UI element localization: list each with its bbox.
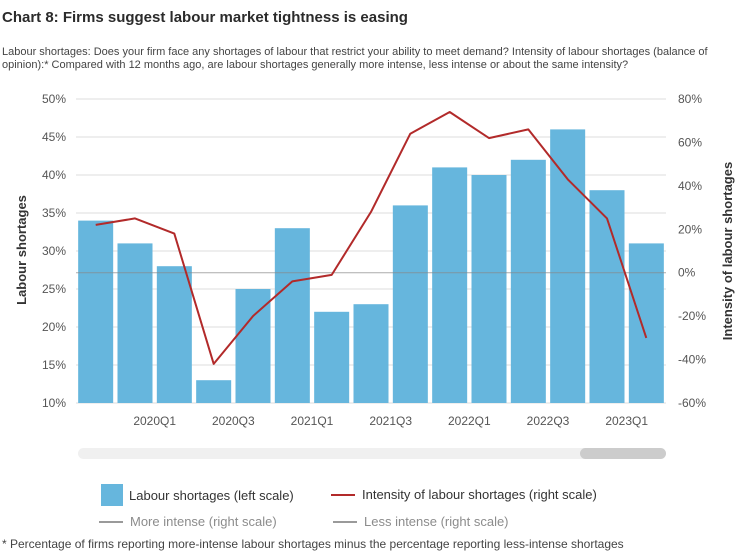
footnote: * Percentage of firms reporting more-int… bbox=[2, 537, 624, 551]
left-tick-label: 25% bbox=[42, 282, 66, 296]
bar bbox=[510, 159, 546, 403]
bar bbox=[550, 129, 586, 403]
legend-line-swatch bbox=[99, 520, 123, 523]
legend-label: Intensity of labour shortages (right sca… bbox=[362, 487, 597, 502]
left-axis-title: Labour shortages bbox=[14, 195, 29, 305]
bar bbox=[471, 175, 507, 403]
right-tick-label: 20% bbox=[678, 222, 702, 236]
left-tick-label: 30% bbox=[42, 244, 66, 258]
bar bbox=[274, 228, 310, 403]
bar-series bbox=[78, 129, 664, 403]
legend-label: More intense (right scale) bbox=[130, 514, 277, 529]
chart-title: Chart 8: Firms suggest labour market tig… bbox=[2, 9, 408, 26]
chart: 10% 15% 20% 25% 30% 35% 40% 45% 50% -60% -40% -20%… bbox=[14, 92, 735, 428]
left-axis-ticks: 10% 15% 20% 25% 30% 35% 40% 45% 50% bbox=[42, 92, 66, 410]
x-tick-label: 2022Q1 bbox=[448, 414, 491, 428]
bar bbox=[314, 311, 350, 403]
legend-item-labour-shortages[interactable]: Labour shortages (left scale) bbox=[101, 484, 294, 506]
scrollbar-thumb[interactable] bbox=[580, 448, 666, 459]
legend-item-intensity[interactable]: Intensity of labour shortages (right sca… bbox=[331, 487, 597, 502]
x-tick-label: 2022Q3 bbox=[527, 414, 570, 428]
legend-line-swatch bbox=[333, 520, 357, 523]
x-tick-label: 2021Q1 bbox=[291, 414, 334, 428]
left-tick-label: 20% bbox=[42, 320, 66, 334]
legend-item-more-intense[interactable]: More intense (right scale) bbox=[99, 514, 277, 529]
right-axis-ticks: -60% -40% -20% 0% 20% 40% 60% 80% bbox=[678, 92, 706, 410]
bar bbox=[589, 190, 625, 403]
legend-item-less-intense[interactable]: Less intense (right scale) bbox=[333, 514, 509, 529]
right-axis-title: Intensity of labour shortages bbox=[720, 162, 735, 340]
legend-line-swatch bbox=[331, 493, 355, 496]
bar bbox=[628, 243, 664, 403]
bar bbox=[196, 380, 232, 403]
right-tick-label: 80% bbox=[678, 92, 702, 106]
right-tick-label: -20% bbox=[678, 309, 706, 323]
line-series bbox=[95, 111, 648, 365]
right-tick-label: 60% bbox=[678, 135, 702, 149]
chart-scrollbar[interactable] bbox=[78, 448, 666, 459]
right-tick-label: -60% bbox=[678, 396, 706, 410]
bar bbox=[432, 167, 468, 403]
left-tick-label: 40% bbox=[42, 168, 66, 182]
left-tick-label: 10% bbox=[42, 396, 66, 410]
x-tick-label: 2020Q3 bbox=[212, 414, 255, 428]
chart-subtitle: Labour shortages: Does your firm face an… bbox=[2, 46, 708, 71]
x-axis-ticks: 2020Q1 2020Q3 2021Q1 2021Q3 2022Q1 2022Q3 2023… bbox=[133, 414, 648, 428]
x-tick-label: 2021Q3 bbox=[369, 414, 412, 428]
bar bbox=[117, 243, 153, 403]
x-tick-label: 2023Q1 bbox=[605, 414, 648, 428]
right-tick-label: -40% bbox=[678, 353, 706, 367]
left-tick-label: 15% bbox=[42, 358, 66, 372]
bar bbox=[156, 266, 192, 403]
bar bbox=[392, 205, 428, 403]
right-tick-label: 40% bbox=[678, 179, 702, 193]
legend-label: Less intense (right scale) bbox=[364, 514, 509, 529]
right-tick-label: 0% bbox=[678, 266, 696, 280]
left-tick-label: 50% bbox=[42, 92, 66, 106]
bar bbox=[353, 304, 389, 403]
legend-bar-swatch bbox=[101, 484, 123, 506]
bar bbox=[235, 289, 271, 403]
x-tick-label: 2020Q1 bbox=[133, 414, 176, 428]
left-tick-label: 45% bbox=[42, 130, 66, 144]
intensity-line bbox=[95, 111, 648, 365]
legend-label: Labour shortages (left scale) bbox=[129, 487, 294, 503]
bar bbox=[78, 220, 114, 403]
left-tick-label: 35% bbox=[42, 206, 66, 220]
